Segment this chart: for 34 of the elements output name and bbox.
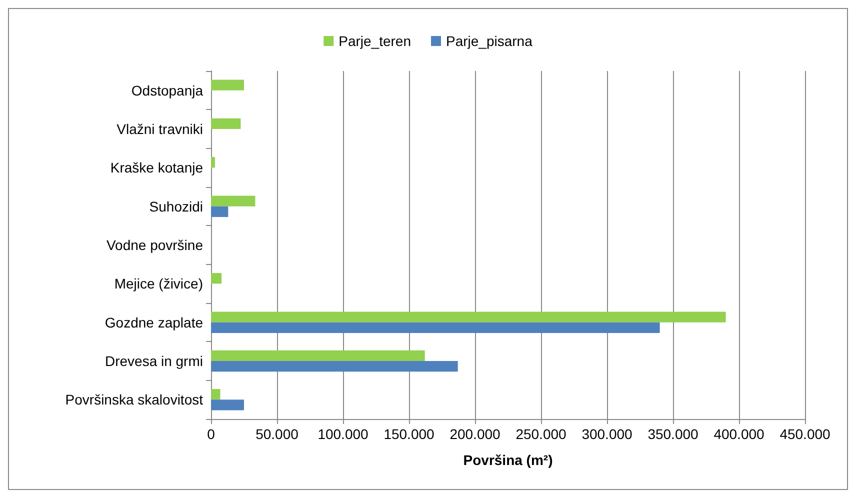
bar: [211, 312, 726, 322]
bar: [211, 196, 256, 206]
x-tick-label: 300.000: [582, 426, 633, 442]
bar: [211, 80, 244, 90]
y-tick-label: Vodne površine: [106, 237, 204, 253]
x-tick-label: 250.000: [516, 426, 567, 442]
bar: [211, 400, 244, 410]
bar: [211, 118, 241, 129]
y-tick-label: Površinska skalovitost: [65, 392, 204, 408]
bar: [211, 322, 660, 333]
x-tick-label: 400.000: [714, 426, 765, 442]
x-tick-label: 350.000: [648, 426, 699, 442]
y-tick-label: Kraške kotanje: [110, 160, 204, 176]
x-tick-label: 50.000: [256, 426, 299, 442]
bar: [211, 350, 425, 361]
bar: [211, 273, 222, 284]
x-tick-label: 0: [207, 426, 216, 442]
x-axis-title: Površina (m²): [463, 452, 553, 468]
x-tick-label: 450.000: [780, 426, 831, 442]
x-tick-label: 100.000: [318, 426, 369, 442]
legend-label: Parje_pisarna: [446, 33, 533, 49]
y-tick-label: Mejice (živice): [114, 276, 203, 292]
x-tick-label: 200.000: [450, 426, 501, 442]
y-tick-label: Suhozidi: [149, 198, 203, 214]
bar: [211, 157, 215, 168]
bar: [211, 361, 458, 372]
y-tick-label: Drevesa in grmi: [104, 353, 203, 369]
legend-label: Parje_teren: [338, 33, 412, 49]
bar: [211, 389, 220, 400]
y-tick-label: Vlažni travniki: [116, 121, 203, 137]
y-tick-label: Odstopanja: [131, 82, 204, 98]
y-tick-label: Gozdne zaplate: [104, 314, 204, 330]
x-tick-label: 150.000: [384, 426, 435, 442]
bar: [211, 206, 228, 217]
